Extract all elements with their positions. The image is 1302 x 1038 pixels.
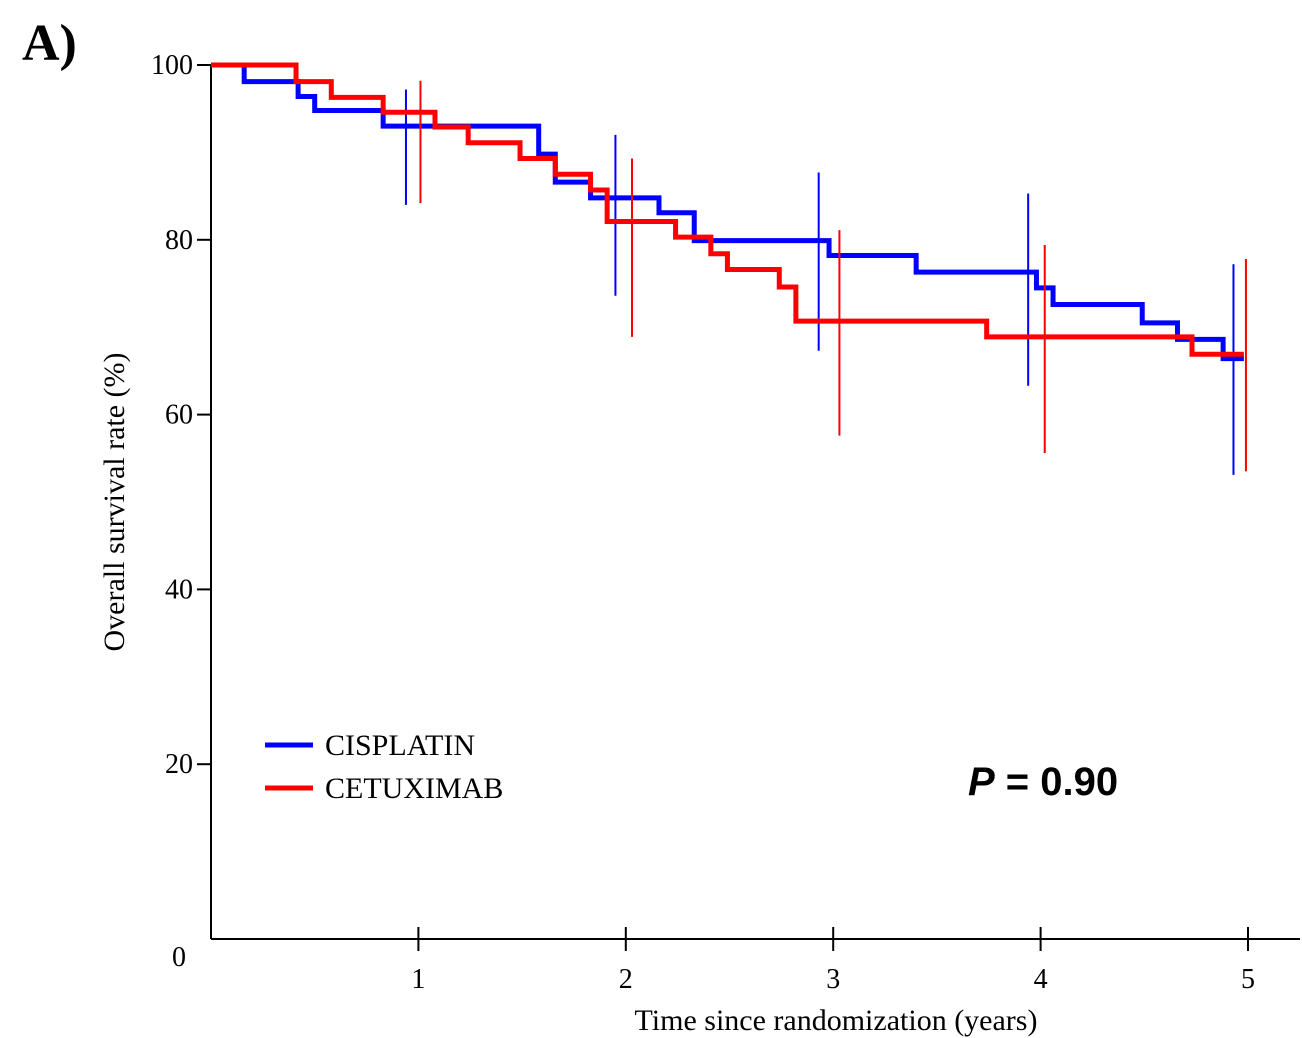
y-tick-label: 60 xyxy=(165,400,193,431)
y-axis-ticks: 0 20 40 60 80 100 xyxy=(151,50,211,973)
y-tick-label: 40 xyxy=(165,574,193,605)
x-tick-label: 3 xyxy=(826,964,840,995)
x-tick-label: 4 xyxy=(1034,964,1048,995)
y-tick-label: 0 xyxy=(172,942,186,973)
series-layer xyxy=(211,62,1247,475)
y-tick-label: 20 xyxy=(165,749,193,780)
y-tick-label: 100 xyxy=(151,50,193,81)
x-tick-label: 2 xyxy=(619,964,633,995)
legend-label-cisplatin: CISPLATIN xyxy=(325,729,475,762)
panel-label: A) xyxy=(22,15,77,72)
x-axis-ticks: 1 2 3 4 5 xyxy=(411,927,1255,995)
p-value-annotation: P = 0.90 xyxy=(968,760,1118,804)
y-axis-label: Overall survival rate (%) xyxy=(98,352,131,651)
survival-curve-cetuximab xyxy=(211,62,1244,357)
x-tick-label: 5 xyxy=(1241,964,1255,995)
p-value-text: = 0.90 xyxy=(995,760,1118,804)
series-cetuximab xyxy=(211,62,1247,472)
x-axis-label: Time since randomization (years) xyxy=(635,1004,1038,1037)
legend: CISPLATIN CETUXIMAB xyxy=(265,729,503,805)
y-tick-label: 80 xyxy=(165,225,193,256)
p-value-symbol: P xyxy=(968,760,995,804)
survival-curve-cisplatin xyxy=(211,62,1244,362)
legend-label-cetuximab: CETUXIMAB xyxy=(325,772,503,805)
series-cisplatin xyxy=(211,62,1244,475)
x-tick-label: 1 xyxy=(411,964,425,995)
